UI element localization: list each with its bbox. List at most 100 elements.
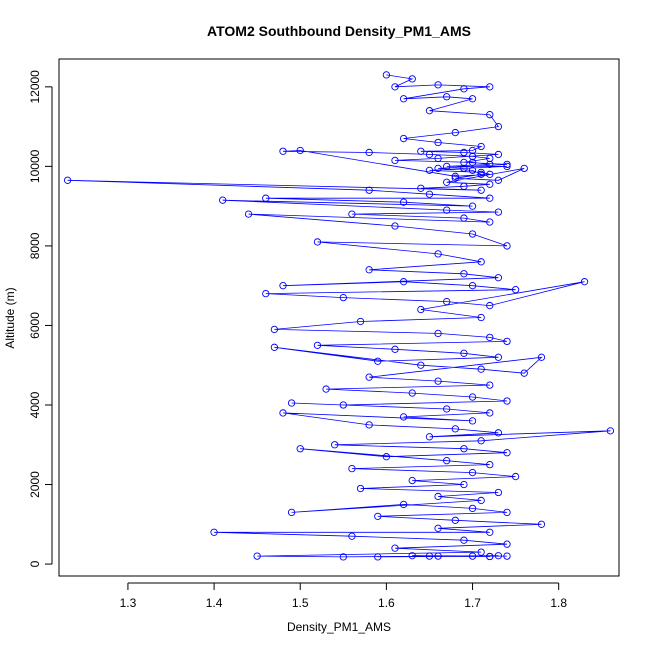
- data-point: [425, 433, 434, 441]
- data-point: [468, 230, 477, 238]
- data-point: [477, 186, 485, 194]
- data-point: [365, 373, 373, 381]
- data-point: [287, 399, 296, 407]
- data-point: [399, 500, 408, 509]
- data-point: [262, 194, 270, 202]
- data-point: [477, 437, 485, 445]
- plot-area: [58, 58, 620, 577]
- data-point: [503, 540, 511, 548]
- data-point: [503, 508, 511, 517]
- data-point: [434, 81, 442, 89]
- data-point: [408, 552, 416, 560]
- data-point: [253, 552, 261, 560]
- data-point: [486, 333, 494, 342]
- data-point: [408, 476, 416, 485]
- data-point: [460, 445, 468, 453]
- data-point: [451, 128, 459, 137]
- data-point: [443, 162, 451, 171]
- series-line: [67, 74, 611, 558]
- y-tick-label: 0: [28, 560, 42, 567]
- data-point: [365, 421, 373, 429]
- data-point: [503, 160, 511, 169]
- data-point: [477, 170, 485, 178]
- data-point: [486, 552, 494, 561]
- y-tick-label: 10000: [28, 149, 42, 183]
- data-point: [374, 512, 382, 520]
- x-tick-label: 1.6: [378, 596, 395, 610]
- data-point: [296, 445, 304, 453]
- data-point: [339, 553, 347, 561]
- data-point: [425, 190, 434, 198]
- series-layer: [63, 71, 615, 561]
- data-point: [391, 156, 399, 165]
- data-point: [339, 401, 347, 409]
- data-point: [365, 266, 373, 274]
- data-point: [486, 218, 494, 226]
- data-point: [494, 122, 503, 131]
- data-point: [494, 552, 503, 560]
- data-point: [503, 449, 511, 457]
- y-tick-label: 2000: [28, 471, 42, 498]
- data-point: [425, 107, 434, 115]
- data-point: [391, 345, 399, 353]
- data-point: [494, 429, 503, 437]
- data-point: [477, 496, 485, 505]
- data-point: [210, 528, 218, 536]
- data-point: [296, 146, 304, 155]
- data-point: [434, 138, 442, 147]
- data-point: [460, 85, 468, 93]
- data-point: [486, 409, 494, 417]
- data-point: [408, 389, 416, 397]
- data-point: [322, 385, 330, 393]
- data-point: [382, 71, 391, 79]
- data-point: [494, 353, 503, 361]
- data-point: [356, 484, 365, 493]
- data-point: [451, 172, 459, 180]
- data-point: [580, 278, 589, 286]
- data-point: [434, 154, 442, 163]
- data-point: [503, 397, 511, 405]
- x-tick-label: 1.4: [206, 596, 223, 610]
- data-point: [356, 317, 365, 326]
- data-point: [494, 176, 503, 184]
- data-point: [287, 508, 296, 517]
- data-point: [434, 492, 442, 501]
- data-point: [425, 150, 434, 159]
- data-point: [460, 349, 468, 357]
- data-point: [460, 270, 468, 278]
- data-point: [486, 194, 494, 202]
- chart-title: ATOM2 Southbound Density_PM1_AMS: [207, 23, 471, 39]
- data-point: [399, 134, 408, 143]
- data-point: [348, 464, 356, 473]
- data-point: [468, 417, 477, 425]
- data-point: [399, 198, 408, 206]
- data-point: [451, 516, 459, 524]
- data-point: [382, 453, 391, 461]
- data-point: [486, 170, 494, 178]
- data-point: [279, 409, 287, 417]
- x-axis-label: Density_PM1_AMS: [287, 620, 391, 634]
- y-axis-label: Altitude (m): [3, 287, 17, 348]
- data-point: [339, 293, 347, 302]
- data-point: [219, 196, 227, 204]
- data-point: [434, 524, 442, 532]
- data-point: [606, 427, 615, 435]
- x-tick-label: 1.3: [120, 596, 137, 610]
- data-point: [511, 472, 520, 481]
- data-point: [503, 552, 511, 560]
- data-point: [486, 528, 494, 536]
- data-point: [270, 343, 279, 351]
- data-point: [425, 552, 434, 560]
- data-point: [348, 210, 356, 218]
- data-point: [443, 206, 451, 214]
- data-point: [374, 553, 382, 561]
- data-point: [313, 238, 322, 246]
- data-point: [468, 504, 477, 513]
- data-point: [511, 286, 520, 294]
- data-point: [417, 305, 425, 314]
- data-point: [460, 182, 468, 190]
- data-point: [520, 164, 528, 173]
- data-point: [468, 282, 477, 290]
- x-tick-label: 1.7: [464, 596, 481, 610]
